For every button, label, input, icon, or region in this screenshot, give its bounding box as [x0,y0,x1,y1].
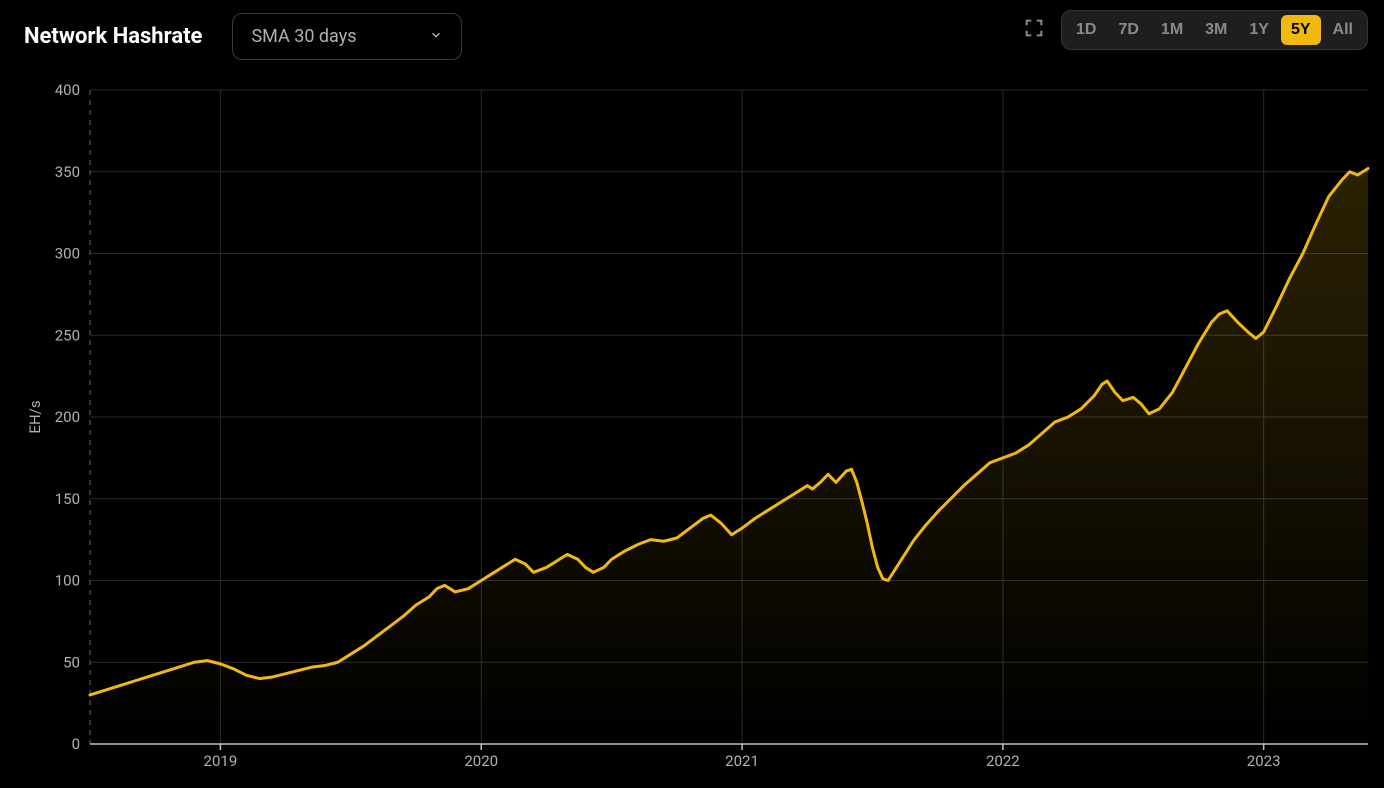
y-tick-label: 250 [55,326,80,344]
y-tick-label: 350 [55,163,80,181]
y-axis-label: EH/s [26,400,44,433]
sma-dropdown-label: SMA 30 days [251,26,356,47]
x-tick-label: 2021 [725,752,759,770]
chart-svg: 0 50 100 150 200 250 300 350 400 2019 2020 2021 2022… [0,62,1384,788]
y-tick-label: 150 [55,490,80,508]
right-controls: 1D7D1M3M1Y5YAll [1019,10,1368,50]
range-btn-5y[interactable]: 5Y [1281,15,1321,45]
series-area [90,168,1368,744]
chart-header: Network Hashrate SMA 30 days 1D7D1M3M1Y5… [0,0,1384,62]
chevron-down-icon [429,27,443,46]
fullscreen-icon[interactable] [1019,13,1049,47]
sma-dropdown[interactable]: SMA 30 days [232,13,462,60]
x-tick-label: 2020 [464,752,498,770]
y-tick-label: 400 [55,81,80,99]
x-tick-label: 2019 [204,752,238,770]
range-btn-1y[interactable]: 1Y [1239,15,1279,45]
y-tick-label: 300 [55,245,80,263]
y-tick-label: 100 [55,572,80,590]
range-btn-1d[interactable]: 1D [1066,15,1106,45]
range-btn-3m[interactable]: 3M [1195,15,1237,45]
y-tick-label: 0 [72,735,80,753]
range-btn-all[interactable]: All [1323,15,1363,45]
x-tick-label: 2023 [1247,752,1281,770]
range-btn-1m[interactable]: 1M [1151,15,1193,45]
y-tick-label: 50 [63,653,80,671]
x-tick-label: 2022 [986,752,1020,770]
hashrate-chart: 0 50 100 150 200 250 300 350 400 2019 2020 2021 2022… [0,62,1384,788]
time-range-group: 1D7D1M3M1Y5YAll [1061,10,1368,50]
page-title: Network Hashrate [24,24,202,49]
y-tick-label: 200 [55,408,80,426]
range-btn-7d[interactable]: 7D [1108,15,1148,45]
